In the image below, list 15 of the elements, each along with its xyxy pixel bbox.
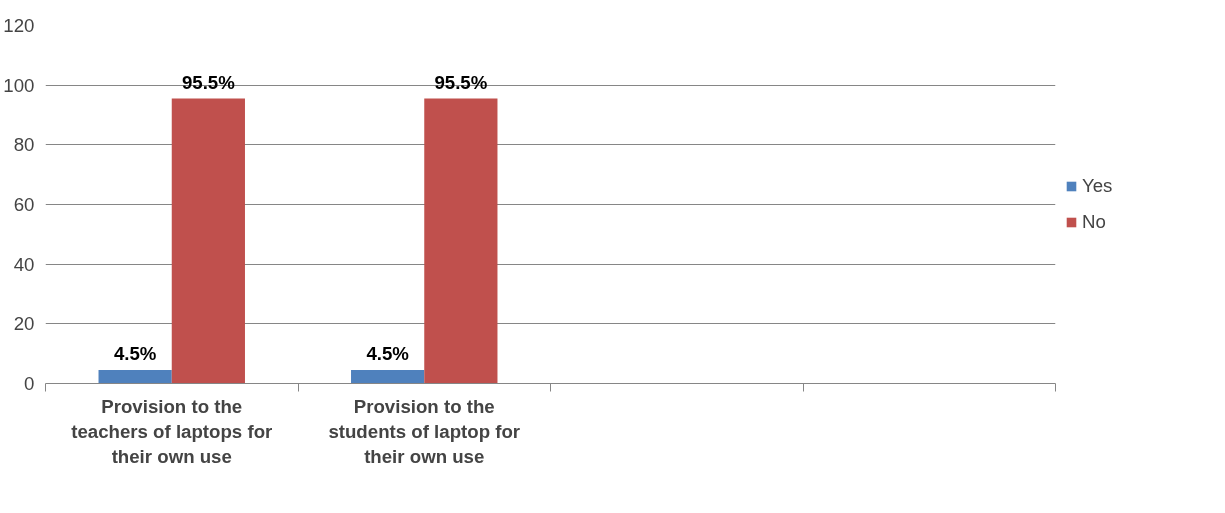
y-tick-label: 40 (13, 253, 35, 275)
x-tick-label: Provision to the teachers of laptops for their own use (71, 395, 273, 467)
data-label: 95.5% (434, 71, 488, 93)
y-tick-label: 100 (3, 74, 35, 96)
legend-label: Yes (1082, 175, 1113, 197)
y-tick-label: 120 (3, 15, 35, 36)
data-label: 4.5% (113, 343, 157, 365)
y-tick-label: 0 (24, 373, 35, 394)
y-tick-label: 80 (13, 134, 35, 156)
x-tick-label: Provision to the students of laptop for their own use (328, 395, 521, 467)
y-tick-label: 60 (13, 194, 35, 215)
data-label: 95.5% (181, 71, 236, 93)
y-tick-label: 20 (13, 313, 35, 335)
data-label: 4.5% (366, 343, 410, 365)
legend-label: No (1082, 211, 1106, 233)
